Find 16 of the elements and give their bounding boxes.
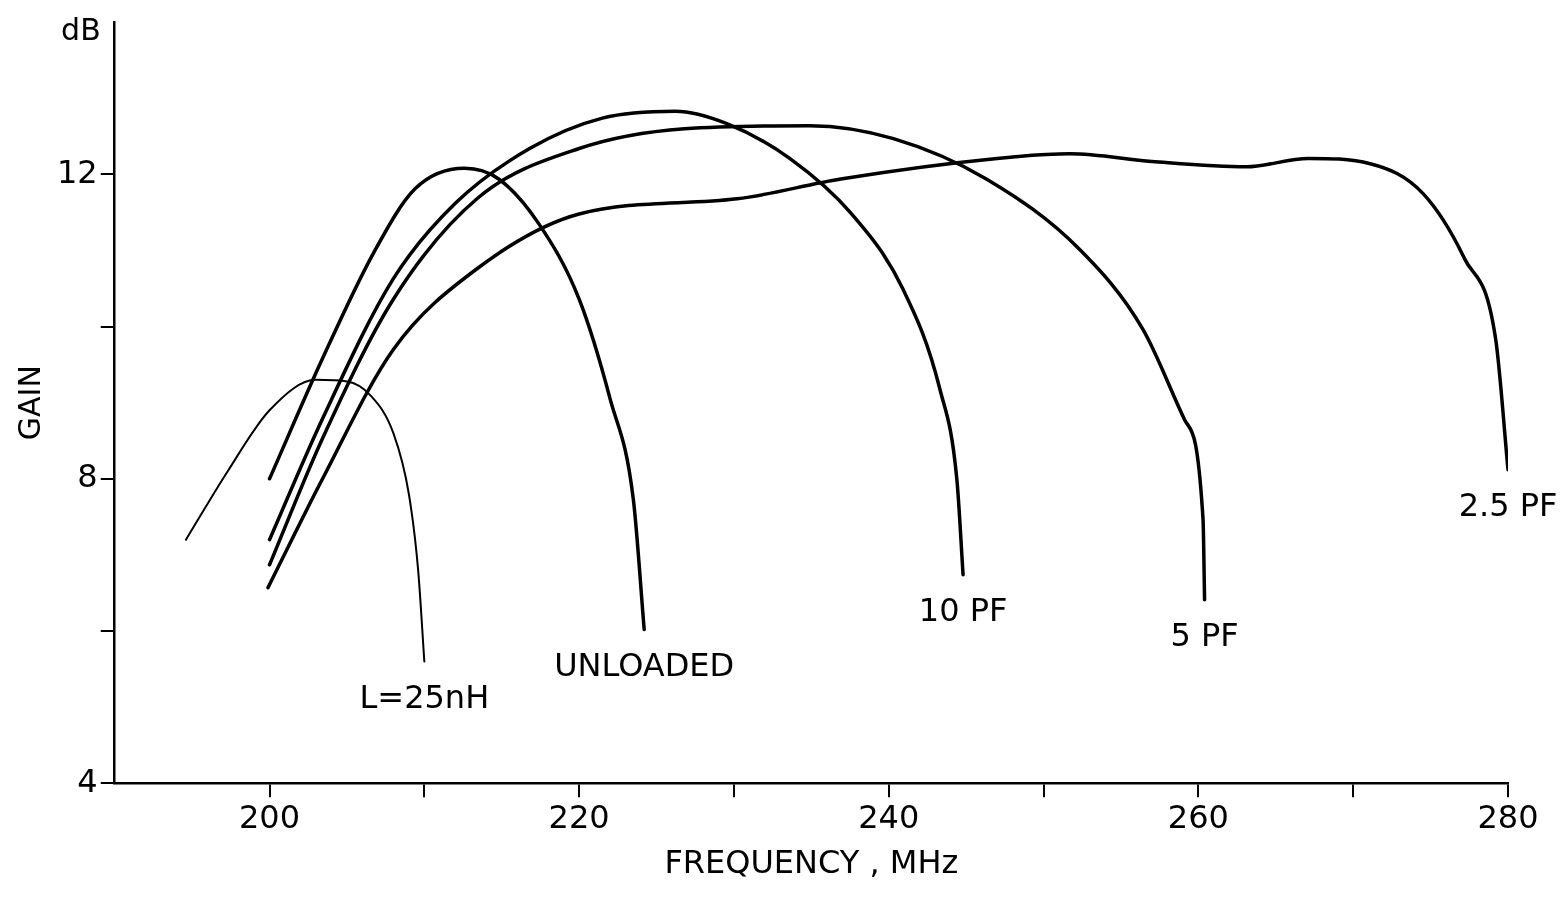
series-label: L=25nH (359, 677, 490, 716)
series-label: 5 PF (1170, 616, 1239, 655)
y-tick-label: 4 (77, 761, 98, 800)
x-axis-title: FREQUENCY , MHz (664, 843, 959, 882)
x-tick-label: 240 (858, 797, 920, 836)
x-tick-label: 260 (1167, 797, 1229, 836)
y-tick-label: 12 (57, 152, 98, 191)
x-tick-label: 280 (1477, 797, 1539, 836)
series-label: 2.5 PF (1458, 485, 1558, 524)
x-tick-label: 220 (548, 797, 610, 836)
y-tick-label: 8 (77, 457, 98, 496)
series-label: UNLOADED (554, 645, 735, 684)
series-label: 10 PF (918, 591, 1008, 629)
text: dB (61, 12, 101, 47)
x-tick-label: 200 (238, 797, 301, 836)
y-axis-title: GAIN (11, 365, 47, 441)
